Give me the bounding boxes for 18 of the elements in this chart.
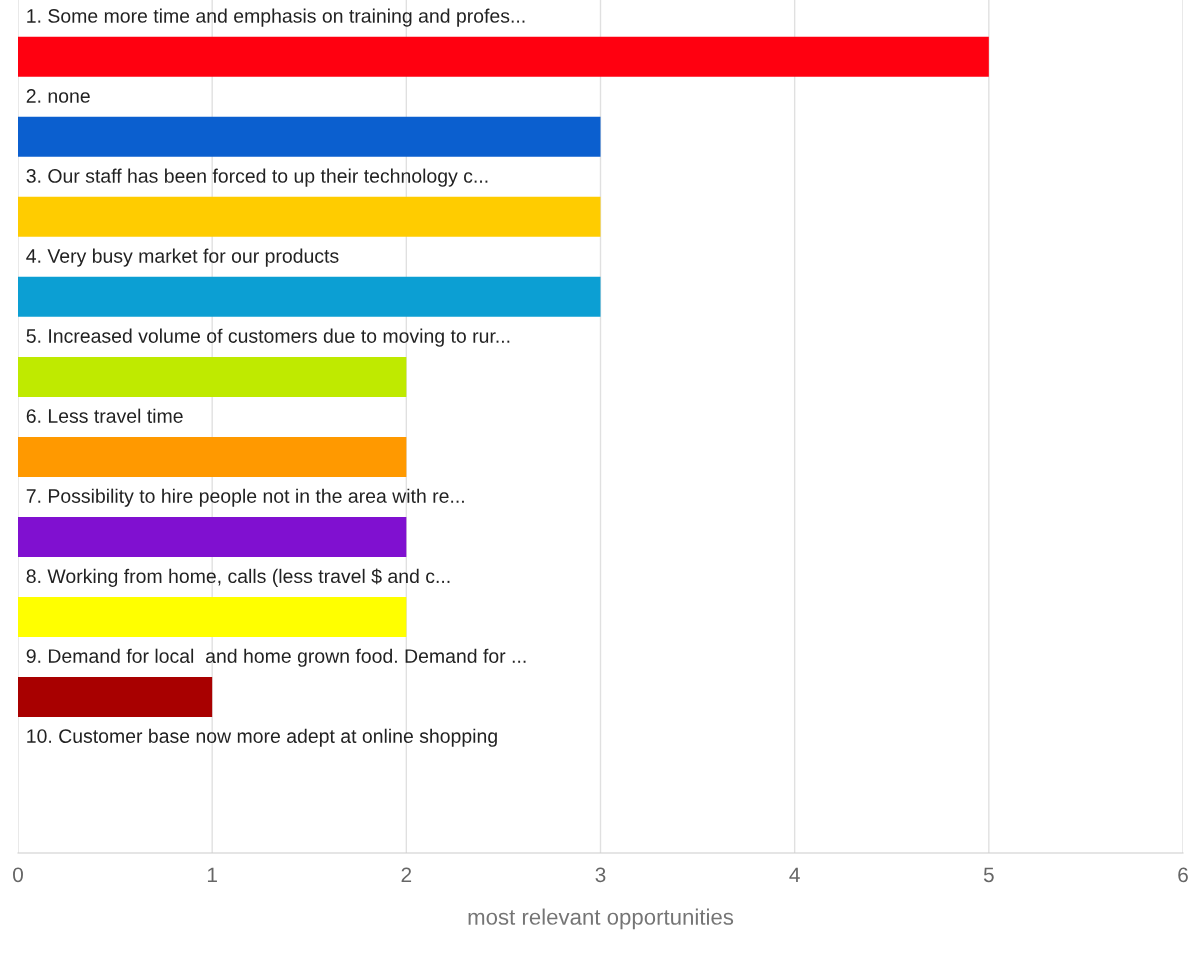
y-tick-label: 1. Some more time and emphasis on training and profes... xyxy=(27,8,525,27)
y-tick-label: 7. Possibility to hire people not in the area with re... xyxy=(26,488,464,507)
x-tick-label: 2 xyxy=(401,867,412,882)
y-tick-label: 8. Working from home, calls (less travel $ and c... xyxy=(26,568,450,587)
y-tick-label: 4. Very busy market for our products xyxy=(26,248,339,267)
x-tick-label: 0 xyxy=(13,867,23,883)
y-tick-label: 3. Our staff has been forced to up their technology c... xyxy=(26,168,488,187)
y-tick-label: 6. Less travel time xyxy=(26,408,183,423)
x-axis-title: most relevant opportunities xyxy=(468,908,734,930)
x-tick-label: 5 xyxy=(983,867,994,883)
y-tick-label: 2. none xyxy=(26,89,90,103)
x-tick-label: 3 xyxy=(595,867,606,883)
x-tick-label: 4 xyxy=(789,867,800,882)
y-tick-label: 5. Increased volume of customers due to moving to rur... xyxy=(26,328,510,347)
x-tick-label: 6 xyxy=(1178,867,1188,883)
y-tick-label: 9. Demand for local and home grown food. Demand for ... xyxy=(26,648,526,667)
y-tick-label: 10. Customer base now more adept at online shopping xyxy=(27,728,497,747)
x-tick-label: 1 xyxy=(207,867,217,882)
